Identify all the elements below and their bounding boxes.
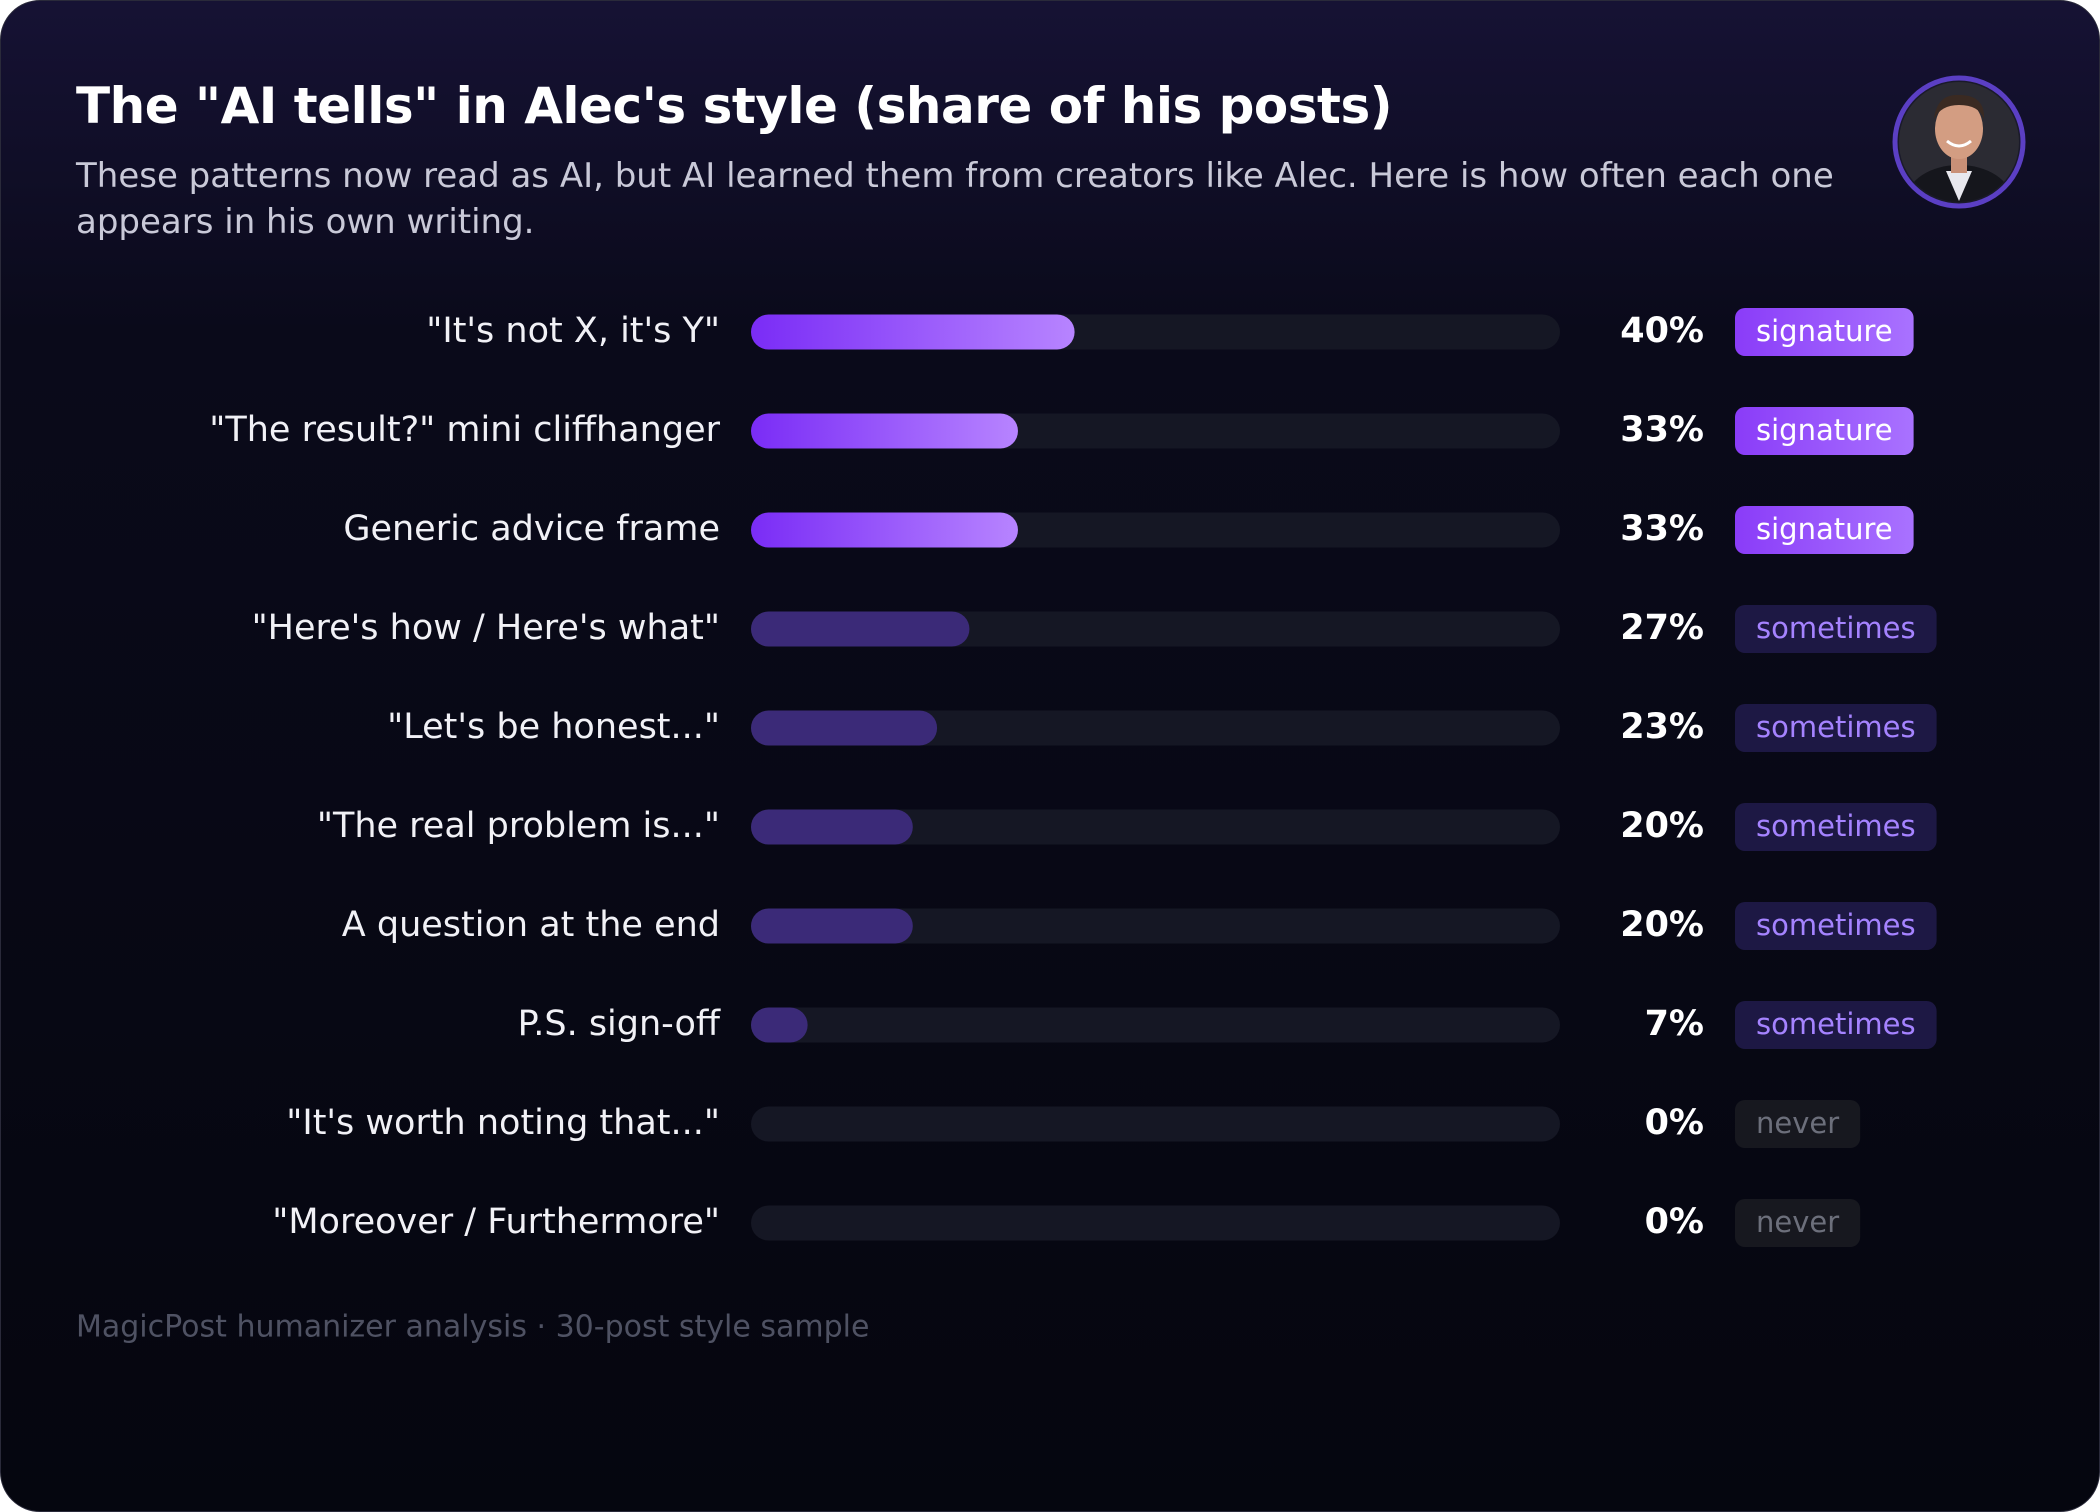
tag-label: sometimes	[1756, 710, 1916, 744]
bar	[751, 611, 970, 647]
bar-track	[751, 1205, 1560, 1241]
value-label: 27%	[1620, 608, 1704, 648]
tag-label: never	[1756, 1106, 1839, 1140]
row-label: A question at the end	[342, 905, 720, 945]
tag-badge	[1735, 704, 1937, 752]
tag-badge	[1735, 506, 1914, 554]
value-label: 7%	[1645, 1004, 1704, 1044]
bar	[751, 710, 938, 746]
tag-badge	[1735, 407, 1914, 455]
tag-label: sometimes	[1756, 809, 1916, 843]
bar	[751, 512, 1018, 548]
row-label: "The result?" mini cliffhanger	[209, 410, 720, 450]
row-label: "The real problem is..."	[317, 806, 720, 846]
tag-label: signature	[1756, 512, 1893, 546]
tag-badge	[1735, 1100, 1861, 1148]
tag-badge	[1735, 1199, 1861, 1247]
footer: MagicPost humanizer analysis · 30-post s…	[76, 1310, 869, 1345]
value-label: 20%	[1620, 905, 1704, 945]
value-label: 33%	[1620, 509, 1704, 549]
value-label: 23%	[1620, 707, 1704, 747]
row-label: P.S. sign-off	[518, 1004, 721, 1044]
tag-badge	[1735, 803, 1937, 851]
bar-track	[751, 1007, 1560, 1043]
tag-badge	[1735, 605, 1937, 653]
bar-track	[751, 1106, 1560, 1142]
chart-subtitle: These patterns now read as AI, but AI le…	[76, 156, 1834, 242]
tag-badge	[1735, 1001, 1937, 1049]
value-label: 20%	[1620, 806, 1704, 846]
value-label: 40%	[1620, 311, 1704, 351]
bar-track	[751, 809, 1560, 845]
row-label: Generic advice frame	[343, 509, 720, 549]
row-label: "It's not X, it's Y"	[426, 311, 720, 351]
tag-label: sometimes	[1756, 908, 1916, 942]
row-label: "It's worth noting that..."	[286, 1103, 720, 1143]
value-label: 33%	[1620, 410, 1704, 450]
tag-label: signature	[1756, 413, 1893, 447]
bar	[751, 413, 1018, 449]
row-label: "Let's be honest..."	[387, 707, 720, 747]
value-label: 0%	[1645, 1103, 1704, 1143]
value-label: 0%	[1645, 1202, 1704, 1242]
tag-label: signature	[1756, 314, 1893, 348]
tag-label: sometimes	[1756, 1007, 1916, 1041]
tag-badge	[1735, 902, 1937, 950]
tag-label: never	[1756, 1205, 1839, 1239]
bar	[751, 314, 1075, 350]
bar-track	[751, 908, 1560, 944]
tag-badge	[1735, 308, 1914, 356]
chart-title: The "AI tells" in Alec's style (share of…	[76, 77, 1393, 135]
avatar	[1892, 75, 2026, 209]
row-label: "Here's how / Here's what"	[252, 608, 720, 648]
bar	[751, 1007, 808, 1043]
bar-track	[751, 710, 1560, 746]
bar	[751, 809, 913, 845]
bar	[751, 908, 913, 944]
tag-label: sometimes	[1756, 611, 1916, 645]
row-label: "Moreover / Furthermore"	[272, 1202, 720, 1242]
